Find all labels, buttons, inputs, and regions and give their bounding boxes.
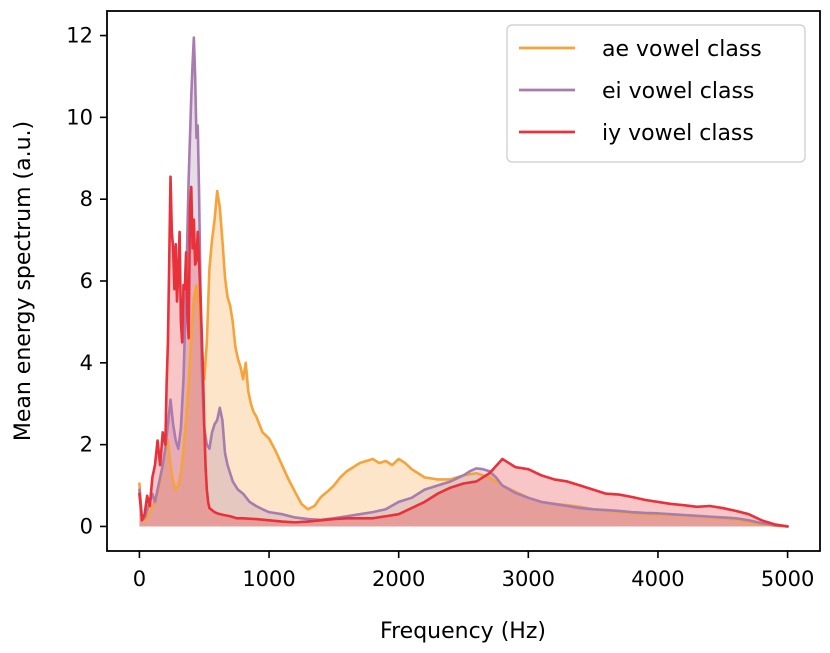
series-lines [138,36,789,528]
legend-label-ei-vowel-class: ei vowel class [602,79,754,104]
x-tick-label: 4000 [631,567,684,591]
x-axis: 0 1000 2000 3000 4000 5000 [133,551,814,591]
y-axis-title: Mean energy spectrum (a.u.) [11,121,36,441]
area-ae-vowel-class [139,191,788,527]
x-tick-label: 0 [133,567,146,591]
y-tick-label: 0 [80,514,93,538]
y-tick-label: 2 [80,433,93,457]
legend-label-ae-vowel-class: ae vowel class [602,37,762,62]
x-tick-label: 3000 [502,567,555,591]
line-iy-vowel-class [138,175,789,528]
legend-box [506,24,806,163]
line-ei-vowel-class [138,36,789,528]
x-axis-title: Frequency (Hz) [380,619,546,644]
area-ei-vowel-class [139,37,788,527]
y-tick-label: 6 [80,269,93,293]
y-tick-label: 8 [80,187,93,211]
y-tick-label: 10 [66,105,93,129]
x-tick-label: 1000 [242,567,295,591]
legend-label-iy-vowel-class: iy vowel class [602,121,754,146]
area-iy-vowel-class [139,176,788,527]
legend: ae vowel class ei vowel class iy vowel cla… [506,24,806,163]
series-areas [139,37,788,527]
y-tick-label: 12 [66,24,93,48]
y-axis: 0 2 4 6 8 10 12 [66,24,107,538]
x-tick-label: 5000 [761,567,814,591]
x-tick-label: 2000 [372,567,425,591]
y-tick-label: 4 [80,351,93,375]
